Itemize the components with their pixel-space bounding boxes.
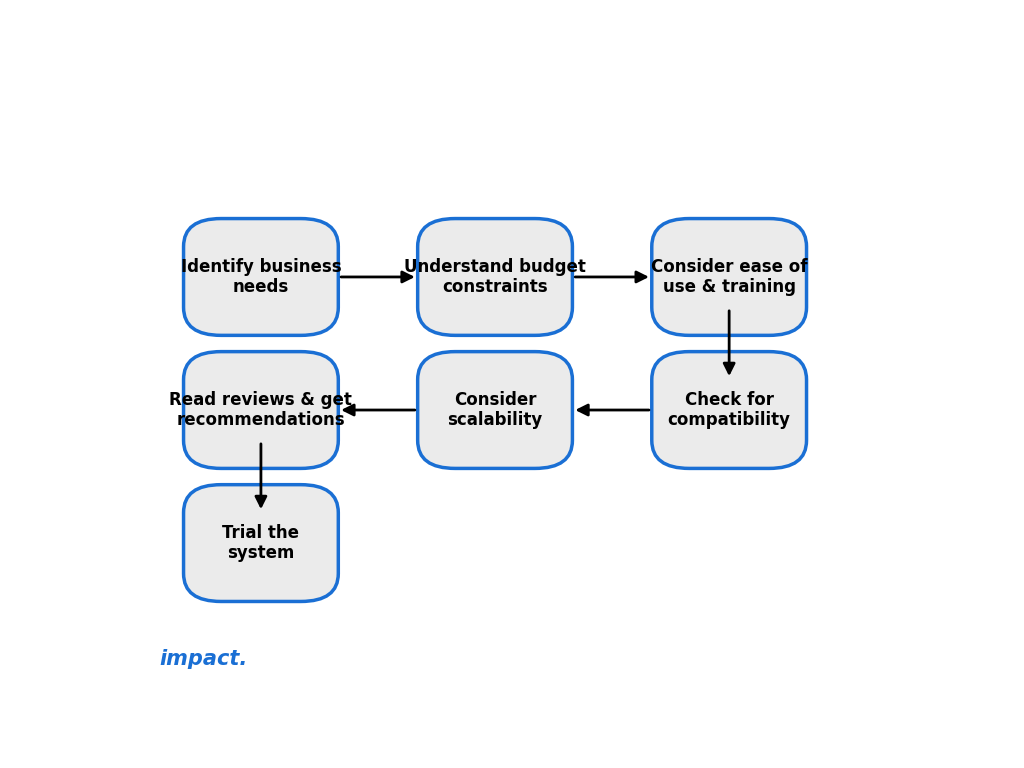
FancyBboxPatch shape bbox=[418, 219, 572, 336]
FancyBboxPatch shape bbox=[183, 485, 338, 601]
Text: Identify business
needs: Identify business needs bbox=[180, 257, 341, 296]
Text: Read reviews & get
recommendations: Read reviews & get recommendations bbox=[170, 391, 352, 429]
Text: Understand budget
constraints: Understand budget constraints bbox=[404, 257, 586, 296]
FancyBboxPatch shape bbox=[652, 352, 807, 468]
Text: Consider ease of
use & training: Consider ease of use & training bbox=[651, 257, 807, 296]
Text: Trial the
system: Trial the system bbox=[222, 524, 299, 562]
Text: Consider
scalability: Consider scalability bbox=[447, 391, 543, 429]
FancyBboxPatch shape bbox=[418, 352, 572, 468]
FancyBboxPatch shape bbox=[183, 352, 338, 468]
Text: Check for
compatibility: Check for compatibility bbox=[668, 391, 791, 429]
FancyBboxPatch shape bbox=[183, 219, 338, 336]
FancyBboxPatch shape bbox=[652, 219, 807, 336]
Text: impact.: impact. bbox=[160, 649, 248, 669]
